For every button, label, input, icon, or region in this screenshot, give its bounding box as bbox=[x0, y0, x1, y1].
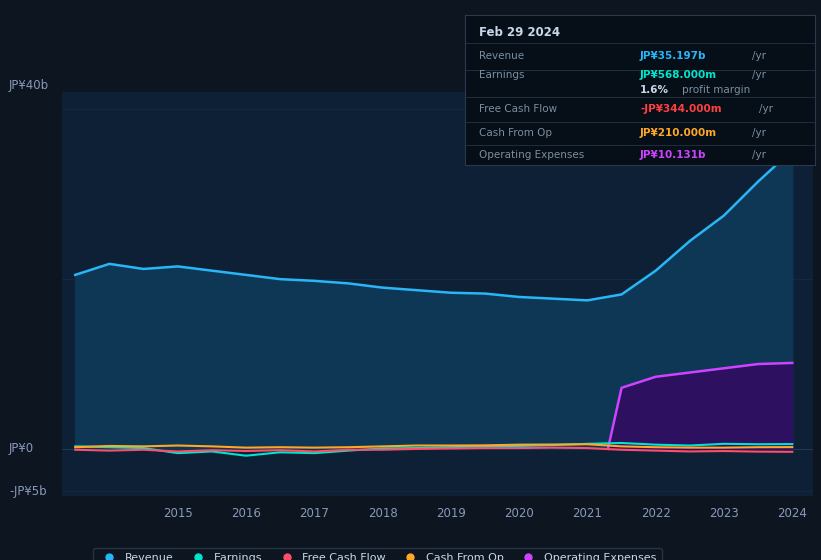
Text: /yr: /yr bbox=[752, 52, 766, 61]
Text: -JP¥344.000m: -JP¥344.000m bbox=[640, 105, 722, 114]
Text: profit margin: profit margin bbox=[682, 85, 750, 95]
Text: /yr: /yr bbox=[752, 128, 766, 138]
Text: /yr: /yr bbox=[759, 105, 773, 114]
Text: /yr: /yr bbox=[752, 70, 766, 80]
Text: Cash From Op: Cash From Op bbox=[479, 128, 552, 138]
Text: -JP¥5b: -JP¥5b bbox=[9, 485, 47, 498]
Text: Revenue: Revenue bbox=[479, 52, 524, 61]
Text: Feb 29 2024: Feb 29 2024 bbox=[479, 26, 560, 39]
Text: Earnings: Earnings bbox=[479, 70, 525, 80]
Text: JP¥210.000m: JP¥210.000m bbox=[640, 128, 717, 138]
Text: JP¥0: JP¥0 bbox=[9, 442, 34, 455]
Text: Operating Expenses: Operating Expenses bbox=[479, 150, 585, 160]
Text: JP¥10.131b: JP¥10.131b bbox=[640, 150, 707, 160]
Legend: Revenue, Earnings, Free Cash Flow, Cash From Op, Operating Expenses: Revenue, Earnings, Free Cash Flow, Cash … bbox=[93, 548, 662, 560]
Text: 1.6%: 1.6% bbox=[640, 85, 669, 95]
Text: /yr: /yr bbox=[752, 150, 766, 160]
Text: Free Cash Flow: Free Cash Flow bbox=[479, 105, 557, 114]
Text: JP¥568.000m: JP¥568.000m bbox=[640, 70, 717, 80]
Text: JP¥35.197b: JP¥35.197b bbox=[640, 52, 707, 61]
Text: JP¥40b: JP¥40b bbox=[9, 80, 49, 92]
